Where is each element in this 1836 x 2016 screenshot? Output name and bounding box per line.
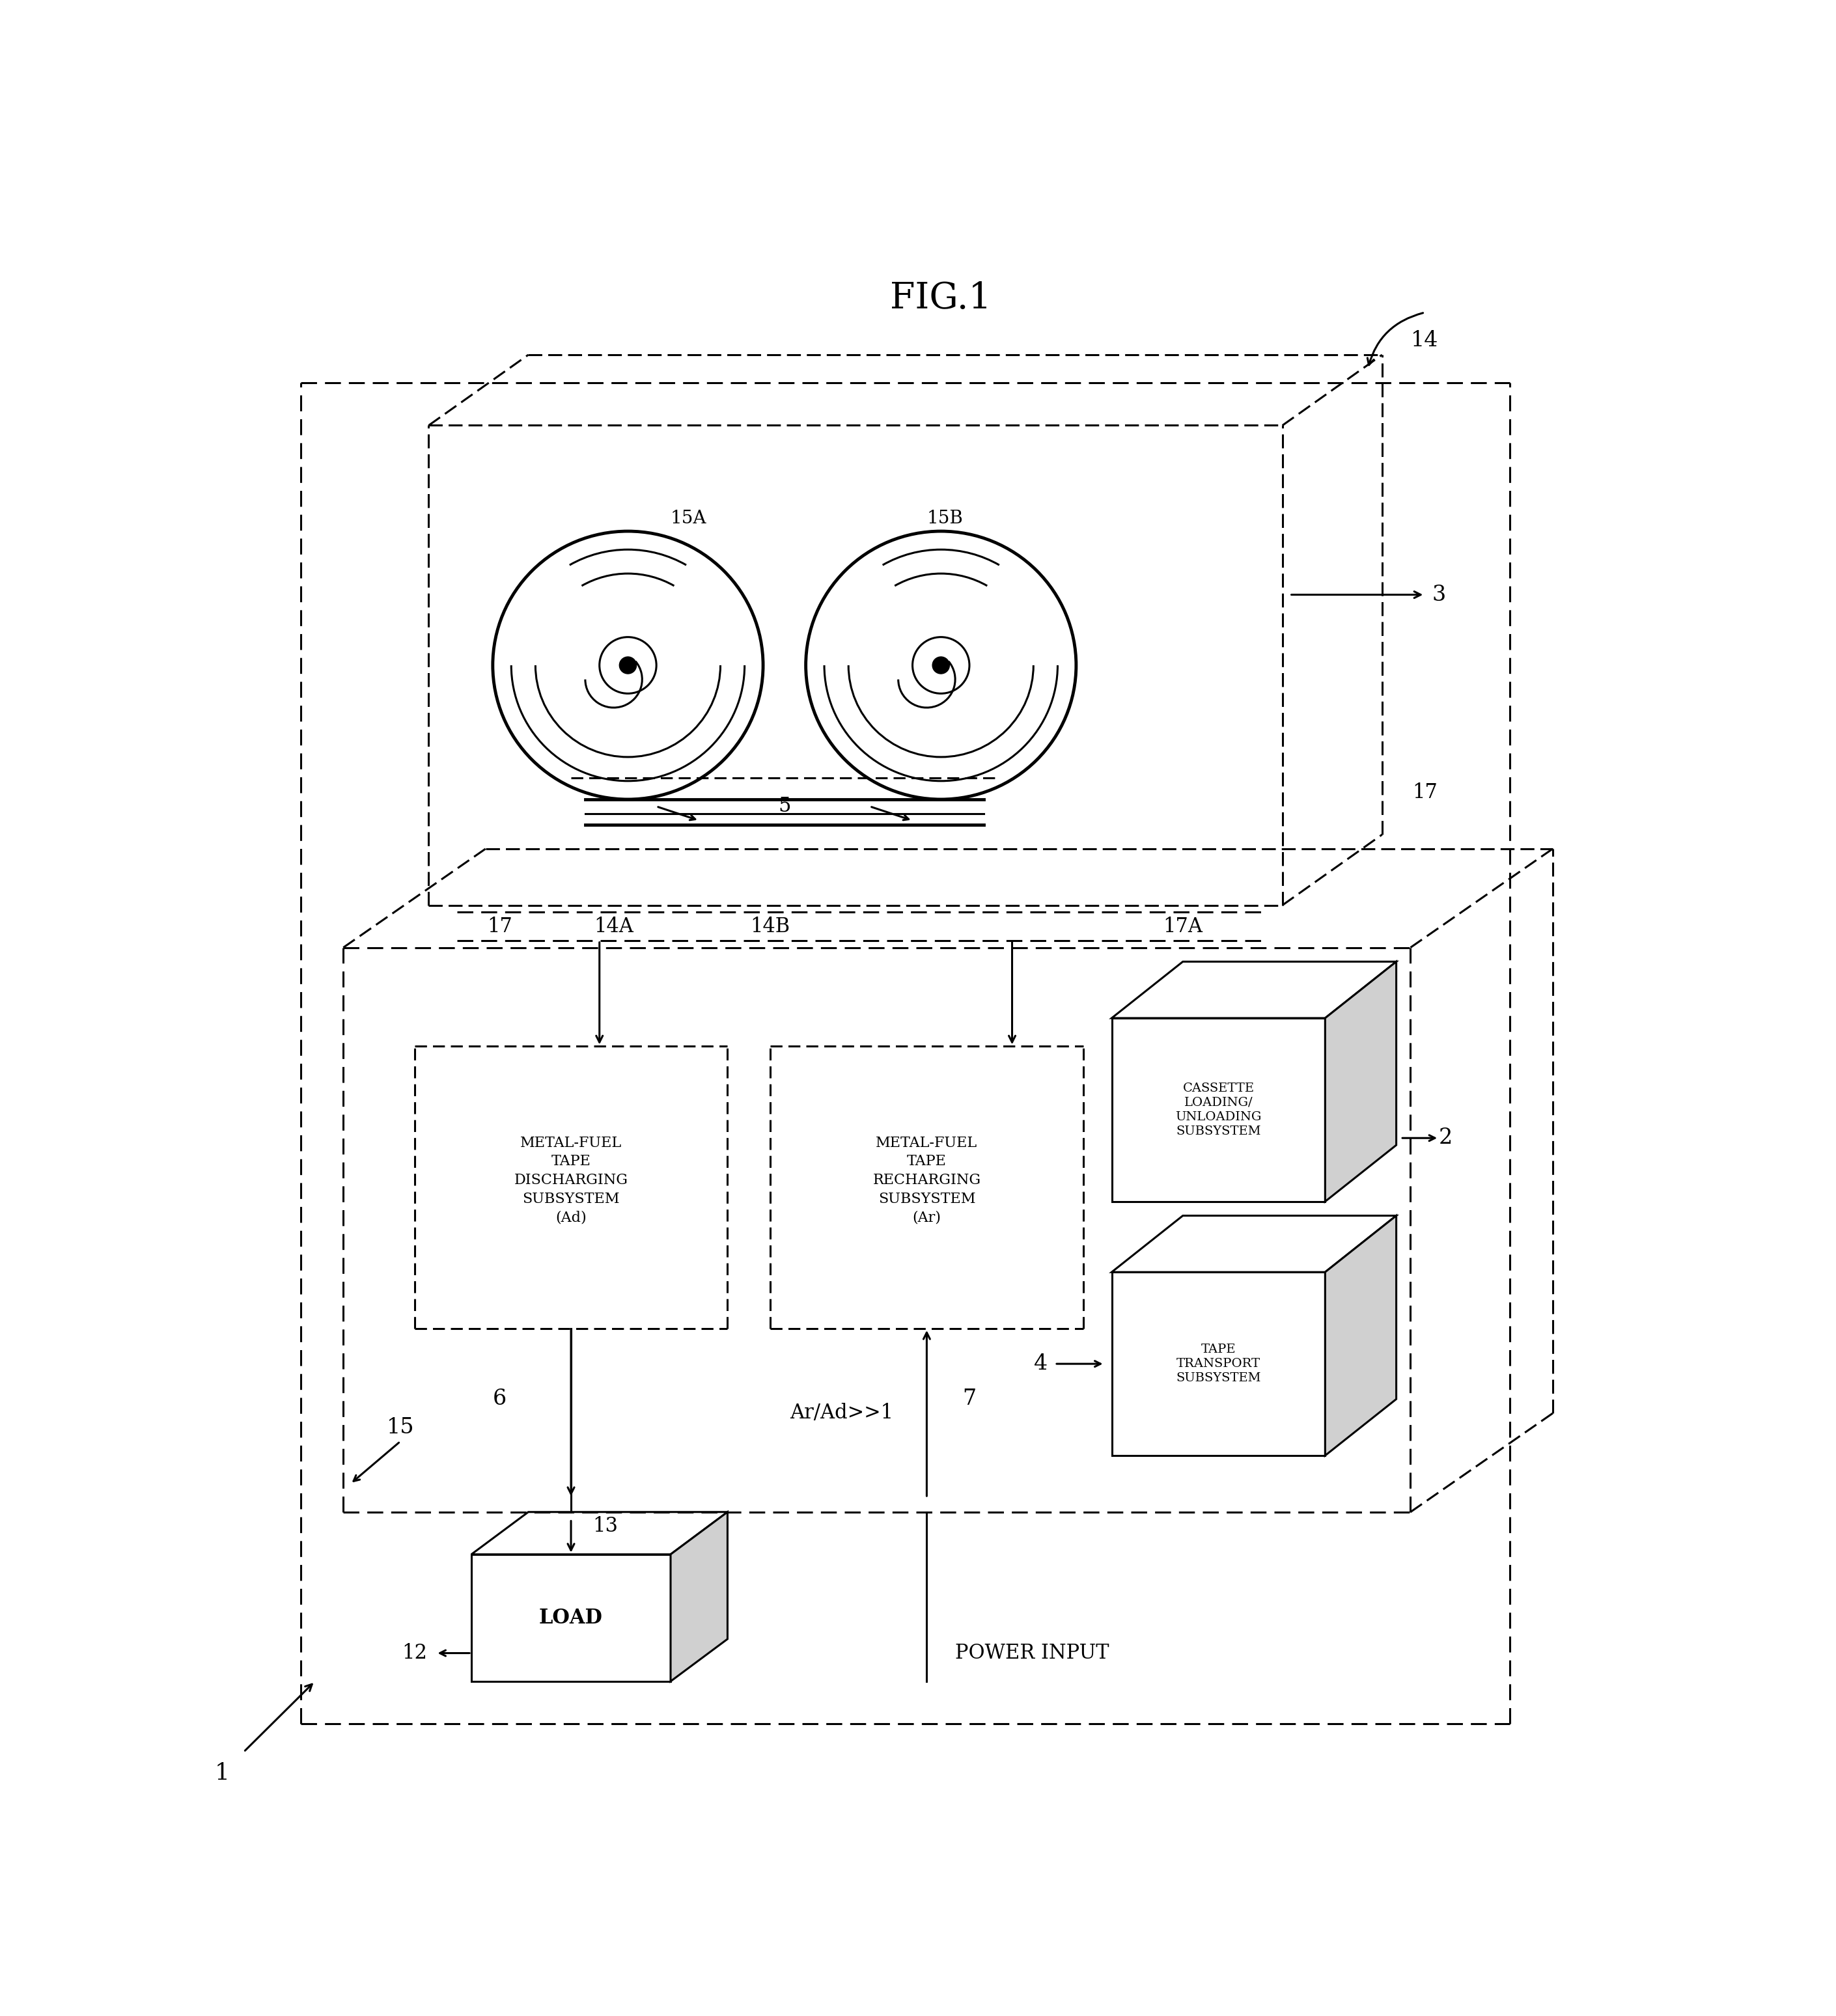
Text: TAPE
TRANSPORT
SUBSYSTEM: TAPE TRANSPORT SUBSYSTEM	[1175, 1343, 1261, 1385]
Text: 3: 3	[1432, 585, 1445, 605]
Text: 12: 12	[402, 1643, 428, 1663]
Text: METAL-FUEL
TAPE
DISCHARGING
SUBSYSTEM
(Ad): METAL-FUEL TAPE DISCHARGING SUBSYSTEM (A…	[514, 1135, 628, 1226]
Polygon shape	[1326, 1216, 1397, 1456]
Text: 17: 17	[487, 915, 512, 937]
Circle shape	[933, 657, 949, 673]
Text: 14B: 14B	[751, 915, 789, 937]
Text: FIG.1: FIG.1	[890, 280, 991, 317]
Text: 13: 13	[593, 1516, 617, 1536]
Text: LOAD: LOAD	[540, 1607, 602, 1629]
Text: 17: 17	[1412, 782, 1438, 802]
Circle shape	[619, 657, 637, 673]
Text: 14A: 14A	[593, 915, 633, 937]
Text: 15A: 15A	[670, 510, 707, 526]
Text: Ar/Ad>>1: Ar/Ad>>1	[789, 1403, 892, 1423]
Text: 17A: 17A	[1162, 915, 1203, 937]
FancyBboxPatch shape	[1113, 1272, 1326, 1456]
FancyBboxPatch shape	[472, 1554, 670, 1681]
Text: METAL-FUEL
TAPE
RECHARGING
SUBSYSTEM
(Ar): METAL-FUEL TAPE RECHARGING SUBSYSTEM (Ar…	[872, 1135, 980, 1226]
Text: 2: 2	[1439, 1127, 1452, 1149]
Polygon shape	[1113, 962, 1397, 1018]
Text: 15: 15	[386, 1417, 415, 1437]
Text: 4: 4	[1034, 1353, 1047, 1375]
Text: 14: 14	[1410, 331, 1438, 351]
Text: 6: 6	[492, 1389, 507, 1409]
Polygon shape	[1113, 1216, 1397, 1272]
FancyBboxPatch shape	[1113, 1018, 1326, 1202]
Polygon shape	[1326, 962, 1397, 1202]
Polygon shape	[670, 1512, 727, 1681]
Text: CASSETTE
LOADING/
UNLOADING
SUBSYSTEM: CASSETTE LOADING/ UNLOADING SUBSYSTEM	[1175, 1083, 1261, 1137]
Text: 5: 5	[778, 796, 791, 816]
Text: 1: 1	[215, 1762, 230, 1784]
Polygon shape	[472, 1512, 727, 1554]
Text: 7: 7	[962, 1389, 977, 1409]
Text: 15B: 15B	[927, 510, 964, 526]
Text: POWER INPUT: POWER INPUT	[955, 1643, 1109, 1663]
